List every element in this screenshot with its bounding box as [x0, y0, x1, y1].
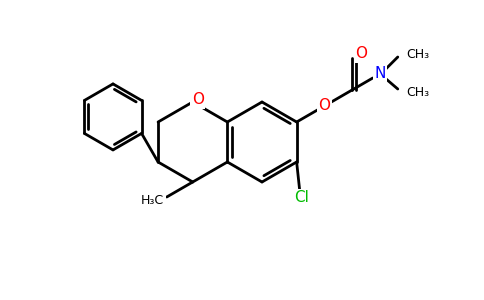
Text: CH₃: CH₃ [406, 85, 429, 98]
Text: O: O [318, 98, 331, 112]
Text: O: O [355, 46, 367, 62]
Text: Cl: Cl [294, 190, 309, 206]
Text: H₃C: H₃C [141, 194, 164, 206]
Text: O: O [192, 92, 204, 107]
Text: CH₃: CH₃ [406, 47, 429, 61]
Text: N: N [374, 65, 385, 80]
